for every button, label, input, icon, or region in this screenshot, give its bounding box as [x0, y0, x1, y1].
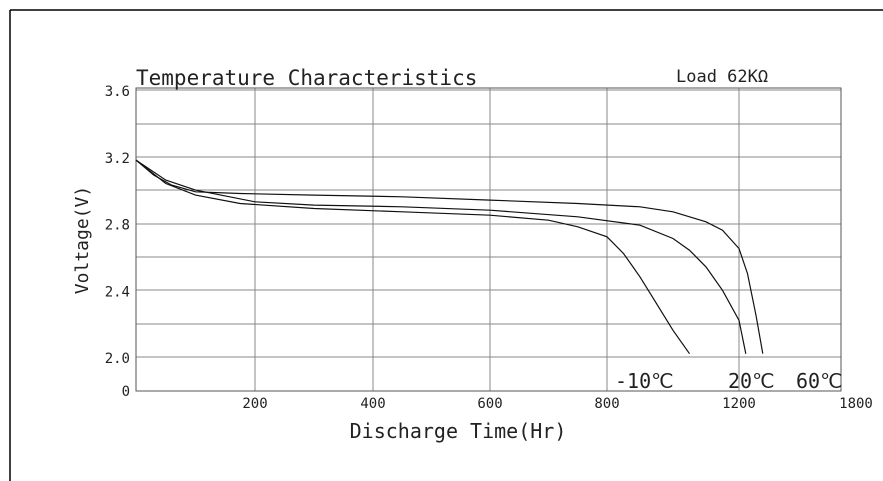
y-tick-label: 0: [122, 384, 130, 400]
x-tick-label: 400: [360, 396, 385, 412]
chart-title: Temperature Characteristics: [136, 66, 477, 90]
series-line-0: [135, 159, 690, 355]
y-axis-label: Voltage(V): [72, 186, 93, 294]
y-tick-label: 3.6: [105, 84, 130, 100]
series-label-minus10: -10℃: [615, 369, 674, 393]
x-tick-label: 800: [594, 396, 619, 412]
load-label: Load 62KΩ: [676, 67, 768, 87]
y-tick-label: 2.0: [105, 351, 130, 367]
x-tick-label: 600: [477, 396, 502, 412]
y-tick-label: 3.2: [105, 151, 130, 167]
series-label-20: 20℃: [728, 369, 775, 393]
x-axis-label: Discharge Time(Hr): [350, 419, 567, 443]
x-tick-label: 1800: [839, 396, 873, 412]
series-line-1: [135, 159, 747, 354]
gridlines: [136, 88, 841, 391]
series-layer: [135, 159, 764, 355]
y-tick-label: 2.4: [105, 284, 130, 300]
series-line-2: [135, 159, 764, 354]
y-tick-labels: 3.6 3.2 2.8 2.4 2.0 0: [105, 84, 130, 400]
plot-frame: [135, 87, 842, 392]
x-tick-label: 1200: [722, 396, 756, 412]
series-label-60: 60℃: [796, 369, 843, 393]
x-tick-labels: 200 400 600 800 1200 1800: [242, 396, 873, 412]
x-tick-label: 200: [242, 396, 267, 412]
y-tick-label: 2.8: [105, 218, 130, 234]
